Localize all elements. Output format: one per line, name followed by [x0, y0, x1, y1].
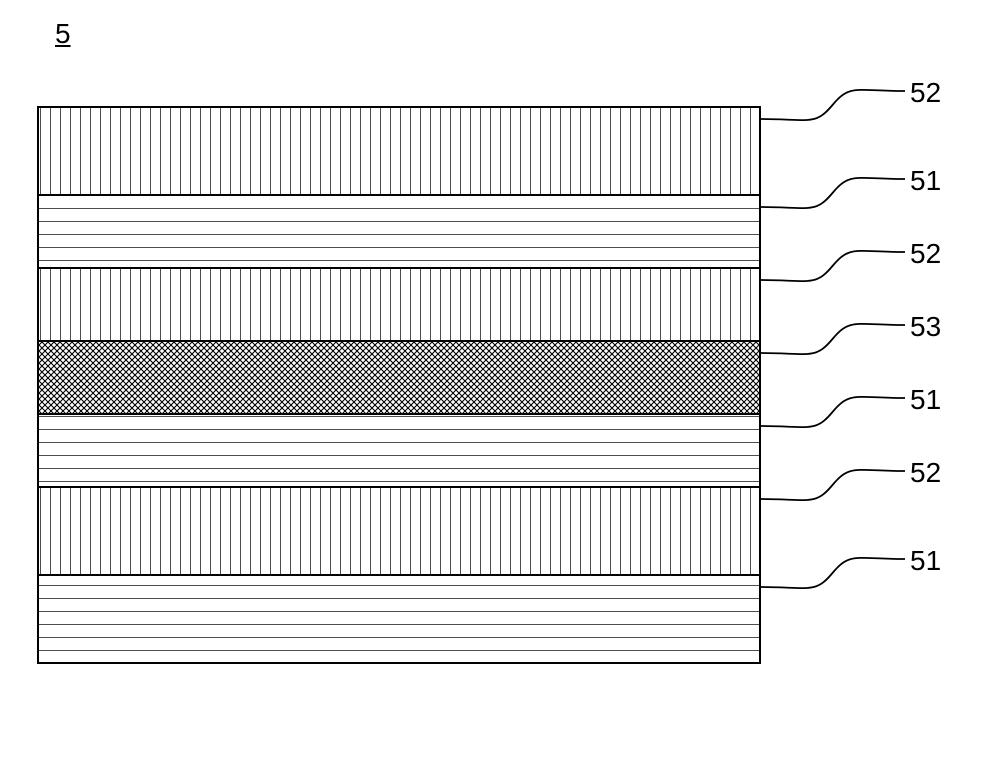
layer-label: 52 [910, 457, 941, 489]
leader-line [760, 397, 905, 427]
layer-L3 [38, 268, 760, 341]
layer-label: 51 [910, 384, 941, 416]
layer-L2 [38, 195, 760, 268]
layer-label: 52 [910, 77, 941, 109]
leader-line [760, 251, 905, 281]
figure-number: 5 [55, 18, 71, 50]
leader-line [760, 178, 905, 208]
leader-line [760, 470, 905, 500]
layer-L5 [38, 414, 760, 487]
layer-L4 [38, 341, 760, 414]
layer-label: 53 [910, 311, 941, 343]
layer-L6 [38, 487, 760, 575]
leader-line [760, 324, 905, 354]
layer-label: 51 [910, 165, 941, 197]
layer-L7 [38, 575, 760, 663]
diagram-svg [0, 0, 1000, 765]
leader-line [760, 90, 905, 120]
layer-label: 51 [910, 545, 941, 577]
layer-L1 [38, 107, 760, 195]
layer-label: 52 [910, 238, 941, 270]
leader-line [760, 558, 905, 588]
